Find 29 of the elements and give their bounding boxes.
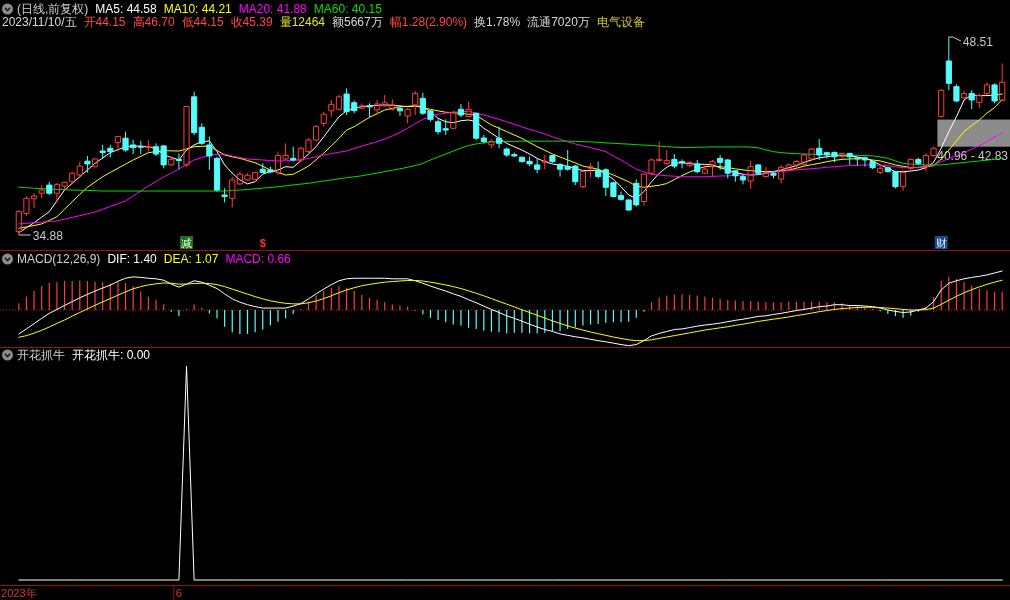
text: 财 [935, 237, 947, 249]
x-tick-label: 2023年 [1, 587, 37, 599]
text: MA5: 44.58 [95, 2, 158, 16]
chart-title: 开花抓牛 [17, 348, 65, 362]
text: MA60: 40.15 [313, 2, 383, 16]
x-tick-label: 6 [175, 587, 182, 599]
annotation: 48.51 [962, 34, 994, 49]
text: 换1.78% [474, 15, 521, 29]
series-label: DIF: 1.40 [107, 252, 158, 266]
text: 2023/11/10/五 [2, 15, 77, 29]
text: MA10: 44.21 [163, 2, 233, 16]
text: 减 [181, 237, 193, 249]
text: $ [259, 237, 266, 249]
text: 幅1.28(2.90%) [389, 15, 468, 29]
text: MA20: 41.88 [238, 2, 308, 16]
text: 开44.15 [83, 15, 126, 29]
text: 开花抓牛: 0.00 [72, 348, 151, 362]
text: 量12464 [279, 15, 326, 29]
text: 流通7020万 [527, 15, 590, 29]
text: 收45.39 [230, 15, 273, 29]
chart-title: (日线,前复权) [17, 2, 89, 16]
text: 高46.70 [132, 15, 175, 29]
text: 额5667万 [332, 15, 383, 29]
text: MACD: 0.66 [225, 252, 292, 266]
annotation: 34.88 [32, 228, 64, 243]
text: 电气设备 [596, 15, 645, 29]
text: 低44.15 [181, 15, 224, 29]
series-label: DEA: 1.07 [163, 252, 219, 266]
chart-title: MACD(12,26,9) [17, 252, 101, 266]
